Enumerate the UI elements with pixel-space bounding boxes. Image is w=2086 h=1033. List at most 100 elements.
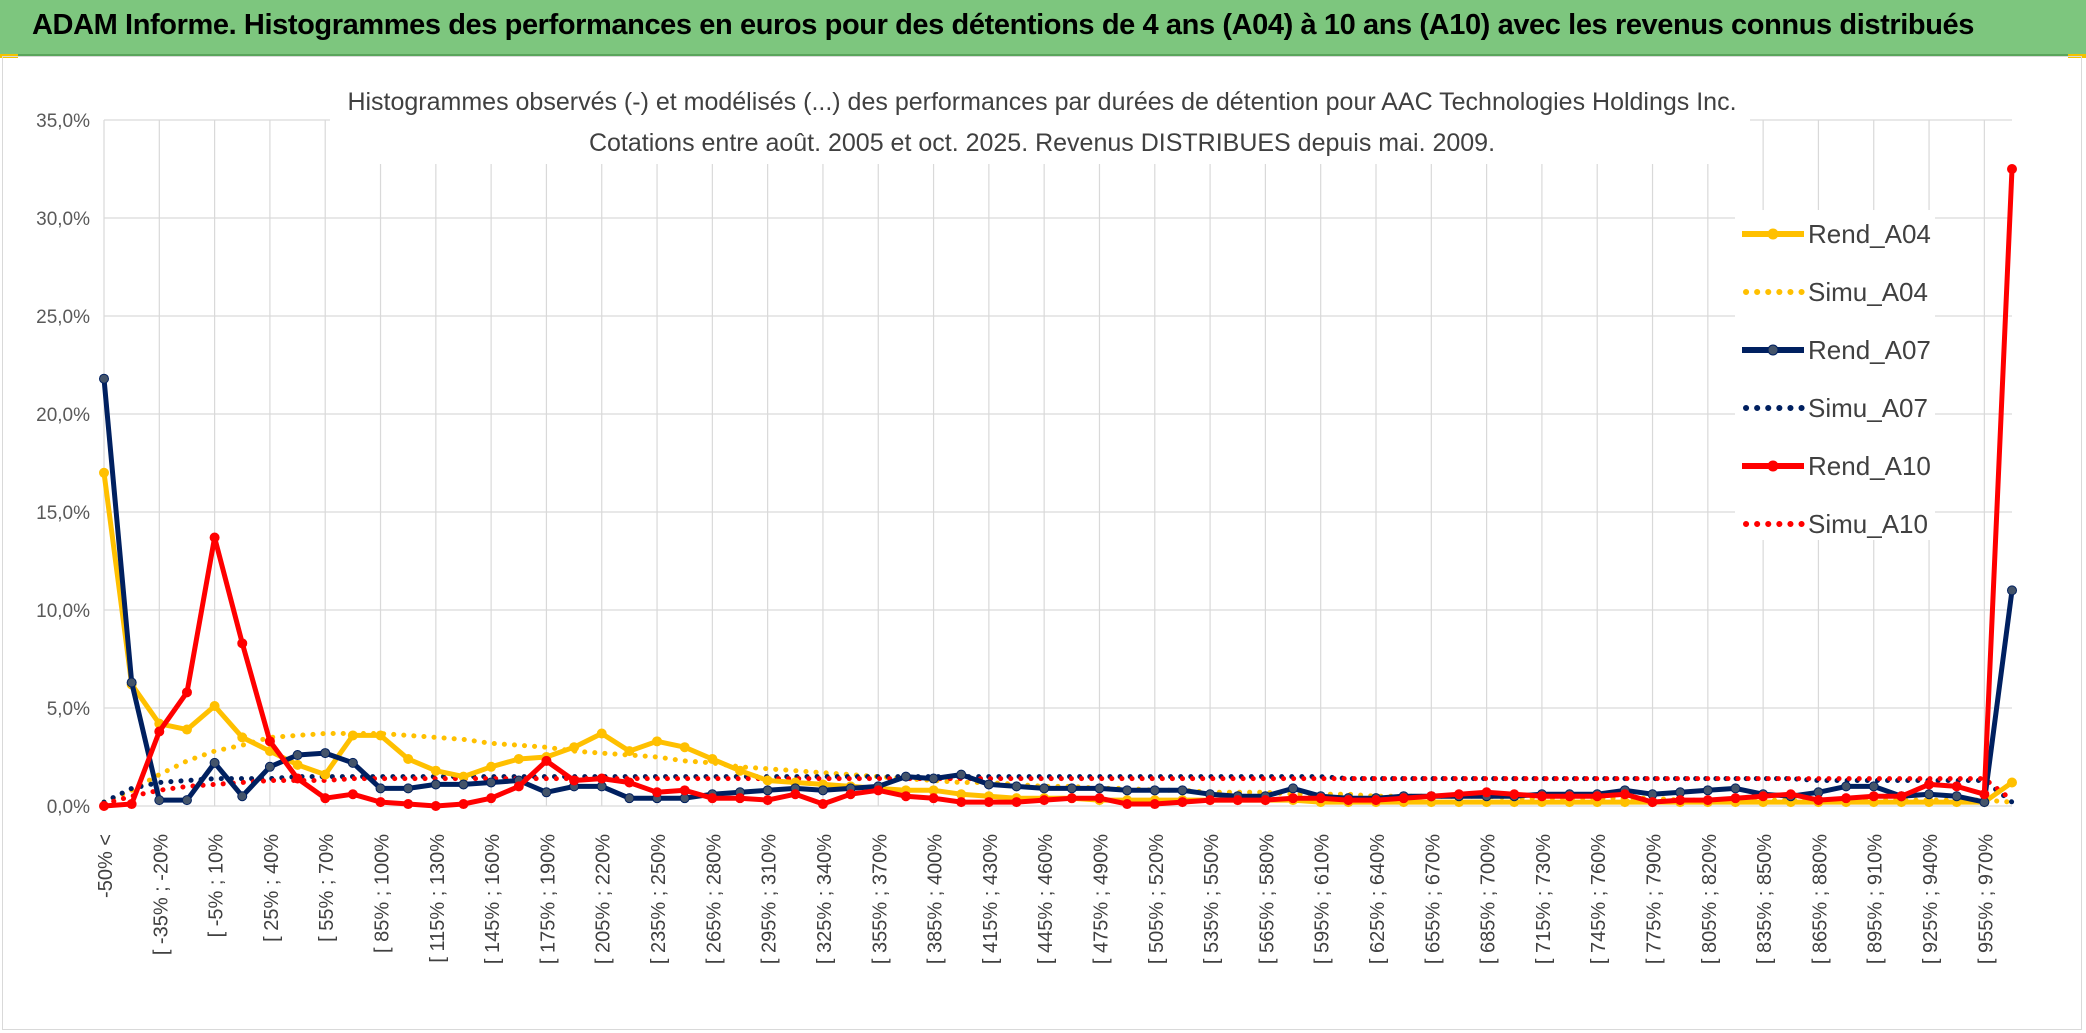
data-point <box>1039 795 1050 806</box>
data-point <box>1288 783 1299 794</box>
y-tick-label: 15,0% <box>36 503 90 524</box>
legend-item: Simu_A07 <box>1743 393 1928 423</box>
data-point <box>2007 777 2017 788</box>
x-tick-label: [ 355% ; 370% <box>869 834 891 964</box>
data-point <box>1592 791 1603 802</box>
data-point <box>1730 793 1741 804</box>
data-point <box>264 736 275 747</box>
data-point <box>1647 797 1658 808</box>
data-point <box>1315 793 1326 804</box>
data-point <box>1813 795 1824 806</box>
data-point <box>126 677 137 688</box>
data-point <box>430 765 441 776</box>
data-point <box>735 793 745 804</box>
data-point <box>403 799 414 810</box>
x-tick-label: [ 385% ; 400% <box>925 834 947 964</box>
data-point <box>1149 785 1160 796</box>
data-point <box>181 795 192 806</box>
data-point <box>99 467 109 478</box>
data-point <box>1343 795 1354 806</box>
data-point <box>956 797 967 808</box>
data-point <box>1868 781 1879 792</box>
data-point <box>845 789 856 800</box>
data-point <box>430 801 441 811</box>
data-point <box>541 755 552 766</box>
x-axis-ticks: -50% < [ -35% ; -20% [ -5% ; 10% [ 25% ; 40… <box>95 834 1997 964</box>
data-point <box>817 799 828 810</box>
series-line <box>101 472 2014 805</box>
legend-label: Simu_A07 <box>1808 393 1928 423</box>
data-point <box>292 750 303 761</box>
data-point <box>209 757 220 768</box>
x-tick-label: [ -35% ; -20% <box>150 834 172 955</box>
data-point <box>1011 781 1022 792</box>
data-point <box>983 779 994 790</box>
data-point <box>1094 783 1105 794</box>
data-point <box>430 779 441 790</box>
x-tick-label: [ 25% ; 40% <box>261 834 283 942</box>
data-point <box>1122 799 1133 810</box>
series-line <box>101 774 2015 805</box>
data-point <box>347 730 358 741</box>
data-point <box>1841 781 1852 792</box>
y-tick-label: 5,0% <box>47 699 90 720</box>
data-point <box>1868 791 1879 802</box>
x-tick-label: [ 535% ; 550% <box>1201 834 1223 964</box>
x-tick-label: [ 835% ; 850% <box>1754 834 1776 964</box>
data-point <box>624 777 635 788</box>
data-point <box>928 773 939 784</box>
data-point <box>762 795 773 806</box>
data-point <box>762 775 773 786</box>
data-point <box>1205 795 1216 806</box>
data-point <box>1371 795 1381 806</box>
x-tick-label: [ 805% ; 820% <box>1699 834 1721 964</box>
data-point <box>790 789 801 800</box>
data-point <box>486 777 497 788</box>
data-point <box>1951 791 1962 802</box>
x-tick-label: [ 715% ; 730% <box>1533 834 1555 964</box>
data-point <box>154 726 165 737</box>
data-point <box>900 771 911 782</box>
x-tick-label: [ 325% ; 340% <box>814 834 836 964</box>
legend-item: Rend_A04 <box>1742 219 1931 249</box>
legend-item: Rend_A07 <box>1742 335 1931 365</box>
x-tick-label: [ 445% ; 460% <box>1035 834 1057 964</box>
legend-marker <box>1767 460 1779 472</box>
data-point <box>1398 793 1409 804</box>
y-tick-label: 10,0% <box>36 601 90 622</box>
data-point <box>624 793 635 804</box>
y-axis-ticks: 0,0% 5,0% 10,0% 15,0% 20,0% 25,0% 30,0% 35,0% <box>36 111 90 818</box>
data-point <box>513 781 524 792</box>
x-tick-label: [ 955% ; 970% <box>1975 834 1997 964</box>
legend-label: Rend_A10 <box>1808 451 1931 481</box>
data-point <box>486 761 497 772</box>
data-point <box>1675 795 1686 806</box>
data-point <box>375 797 386 808</box>
data-point <box>458 799 469 810</box>
x-tick-label: [ 565% ; 580% <box>1256 834 1278 964</box>
chart-legend: Rend_A04 Simu_A04 Rend_A07 Simu_A07 Rend_A10… <box>1735 210 1935 540</box>
x-tick-label: [ 415% ; 430% <box>980 834 1002 964</box>
data-point <box>347 757 358 768</box>
data-point <box>735 765 745 776</box>
legend-label: Simu_A10 <box>1808 509 1928 539</box>
data-point <box>1564 791 1575 802</box>
chart-grid <box>103 119 2012 807</box>
data-point <box>596 728 607 739</box>
data-point <box>1785 789 1796 800</box>
data-point <box>2007 585 2017 596</box>
data-point <box>154 795 165 806</box>
data-point <box>181 724 192 735</box>
x-tick-label: [ 115% ; 130% <box>427 834 449 963</box>
x-tick-label: [ 265% ; 280% <box>703 834 725 964</box>
y-tick-label: 35,0% <box>36 111 90 132</box>
chart-subtitle: Cotations entre août. 2005 et oct. 2025.… <box>589 129 1495 157</box>
data-point <box>569 775 580 786</box>
title-backdrop <box>330 80 1750 164</box>
data-point <box>928 793 939 804</box>
data-point <box>679 785 690 796</box>
x-tick-label: [ 745% ; 760% <box>1588 834 1610 964</box>
data-point <box>1066 793 1077 804</box>
legend-item: Rend_A10 <box>1742 451 1931 481</box>
data-point <box>181 687 192 698</box>
